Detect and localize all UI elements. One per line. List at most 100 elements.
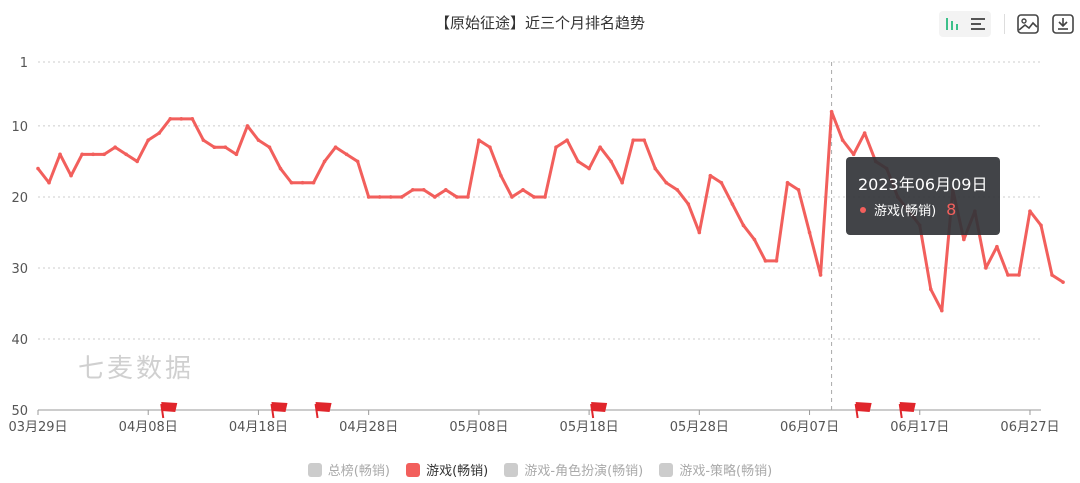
- flag-layer: [160, 402, 916, 419]
- view-toggle-group: [939, 11, 991, 37]
- data-point: [201, 138, 206, 142]
- image-icon[interactable]: [1015, 11, 1041, 37]
- data-point: [697, 230, 702, 235]
- data-point: [322, 159, 327, 164]
- data-point: [785, 180, 790, 185]
- data-point: [796, 188, 801, 192]
- data-point: [333, 145, 338, 150]
- flag-cloth: [271, 402, 288, 412]
- bar-chart-icon[interactable]: [939, 11, 965, 37]
- data-point: [421, 188, 426, 192]
- x-tick-label: 05月08日: [449, 420, 508, 435]
- data-point: [113, 145, 117, 150]
- data-point: [168, 117, 173, 121]
- y-tick-label: 50: [11, 404, 28, 419]
- data-point: [984, 266, 988, 270]
- data-point: [554, 145, 558, 150]
- data-point: [510, 195, 514, 199]
- y-tick-label: 30: [11, 262, 28, 277]
- data-point: [58, 152, 62, 157]
- tooltip-date: 2023年06月09日: [858, 175, 988, 194]
- toolbar-divider: [1004, 14, 1005, 34]
- data-point: [995, 244, 999, 249]
- data-point: [256, 138, 261, 142]
- data-point: [135, 159, 139, 164]
- data-point: [47, 180, 51, 185]
- x-tick-label: 03月29日: [8, 420, 67, 435]
- legend-swatch: [307, 462, 322, 477]
- legend-item-games[interactable]: 游戏(畅销): [406, 460, 488, 479]
- data-point: [1039, 223, 1043, 228]
- y-axis-labels: 1 10 20 30 40 50: [11, 56, 28, 419]
- data-point: [818, 273, 823, 277]
- event-flag-icon: [314, 402, 332, 419]
- watermark-text: 七麦数据: [78, 354, 195, 384]
- legend-item-strategy[interactable]: 游戏-策略(畅销): [659, 460, 772, 479]
- data-point: [620, 180, 624, 185]
- y-tick-label: 1: [20, 56, 28, 71]
- legend-swatch: [659, 462, 674, 477]
- data-point: [366, 195, 371, 199]
- data-point: [388, 195, 393, 199]
- x-tick-label: 06月17日: [890, 420, 949, 435]
- chart-toolbar: [920, 10, 1080, 40]
- data-point: [829, 109, 834, 114]
- data-point: [962, 237, 966, 242]
- data-point: [675, 188, 680, 192]
- data-point: [1006, 273, 1010, 277]
- data-point: [36, 166, 40, 171]
- data-point: [499, 173, 503, 178]
- data-point: [344, 152, 349, 157]
- data-point: [146, 138, 151, 142]
- data-point: [278, 166, 283, 171]
- y-tick-label: 10: [11, 120, 28, 135]
- data-point: [69, 173, 73, 178]
- x-tick-label: 04月28日: [339, 420, 398, 435]
- x-tick-label: 05月28日: [670, 420, 729, 435]
- event-flag-icon: [270, 402, 288, 419]
- legend-label: 游戏-策略(畅销): [679, 464, 773, 479]
- list-icon[interactable]: [965, 11, 991, 37]
- data-point: [234, 152, 239, 157]
- legend-item-total[interactable]: 总榜(畅销): [307, 460, 390, 479]
- data-point: [1028, 209, 1032, 213]
- data-point: [377, 195, 382, 199]
- legend-label: 游戏-角色扮演(畅销): [524, 464, 644, 479]
- x-tick-label: 06月27日: [1000, 420, 1059, 435]
- x-axis-labels: 03月29日 04月08日 04月18日 04月28日 05月08日 05月18日 05月2…: [8, 410, 1060, 435]
- data-point: [642, 138, 647, 142]
- data-point: [708, 173, 713, 178]
- chart-tooltip: 2023年06月09日 游戏(畅销) 8: [846, 157, 1000, 235]
- data-point: [807, 230, 812, 235]
- data-point: [1061, 280, 1065, 284]
- data-point: [763, 259, 768, 263]
- download-icon[interactable]: [1050, 11, 1076, 37]
- tooltip-row: 游戏(畅销) 8: [860, 200, 956, 219]
- data-point: [1050, 273, 1054, 277]
- data-point: [190, 117, 195, 121]
- data-point: [1017, 273, 1021, 277]
- data-point: [212, 145, 217, 150]
- legend-item-rpg[interactable]: 游戏-角色扮演(畅销): [504, 460, 643, 479]
- data-point: [410, 188, 415, 192]
- data-point: [466, 195, 470, 199]
- event-flag-icon: [898, 402, 916, 419]
- data-point: [565, 138, 569, 142]
- data-point: [598, 145, 602, 150]
- data-point: [719, 180, 724, 185]
- data-point: [355, 159, 360, 164]
- data-point: [157, 131, 162, 135]
- data-point: [521, 188, 525, 192]
- tooltip-series-dot: [860, 206, 866, 213]
- data-point: [686, 202, 691, 206]
- data-point: [928, 287, 933, 292]
- data-point: [587, 166, 591, 171]
- chart-title: 【原始征途】近三个月排名趋势: [434, 14, 645, 32]
- data-point: [267, 145, 272, 150]
- x-tick-label: 04月18日: [229, 420, 288, 435]
- data-point: [774, 259, 779, 263]
- data-point: [289, 180, 294, 185]
- y-tick-label: 40: [11, 333, 28, 348]
- data-point: [223, 145, 228, 150]
- legend-label: 总榜(畅销): [327, 464, 390, 479]
